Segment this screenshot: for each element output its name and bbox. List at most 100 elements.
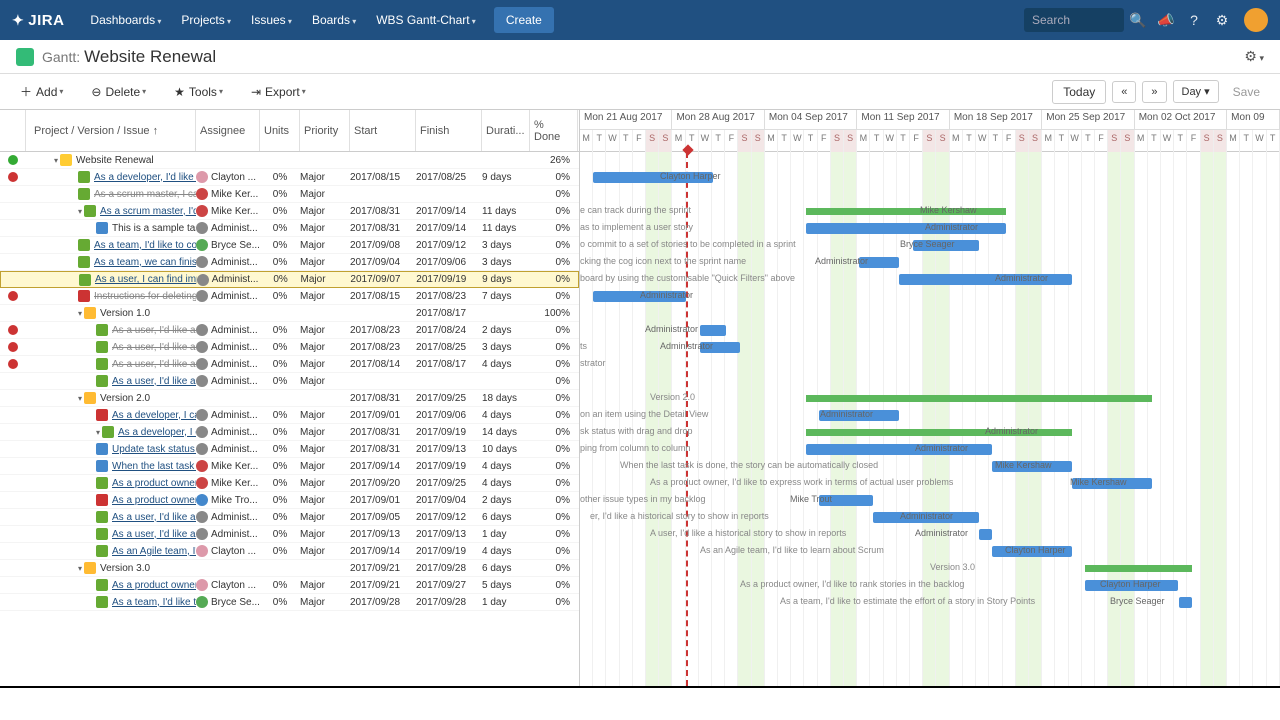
issue-name[interactable]: As a scrum master, I'd like ... [100,206,196,217]
table-row[interactable]: As a team, we can finish t...Administ...… [0,254,579,271]
table-row[interactable]: As a developer, I'd like to ...Clayton .… [0,169,579,186]
table-row[interactable]: Instructions for deleting t...Administ..… [0,288,579,305]
cell-start: 2017/09/21 [350,563,416,574]
issue-name[interactable]: As a product owner, I'... [112,580,196,591]
zoom-select[interactable]: Day ▾ [1173,80,1219,103]
issue-name[interactable]: As a developer, I can u... [118,427,196,438]
table-row[interactable]: ▾Version 2.02017/08/312017/09/2518 days0… [0,390,579,407]
gantt-bar[interactable] [1085,565,1191,572]
col-finish[interactable]: Finish [416,110,482,151]
table-row[interactable]: This is a sample task. T...Administ...0%… [0,220,579,237]
toggle-icon[interactable]: ▾ [78,309,82,318]
table-row[interactable]: As a user, I'd like a hist...Administ...… [0,356,579,373]
help-icon[interactable]: ? [1180,12,1208,28]
gantt-bar[interactable] [1179,597,1192,608]
toggle-icon[interactable]: ▾ [96,428,100,437]
gantt-bar[interactable] [700,325,727,336]
issue-name[interactable]: As a team, I'd like to es... [112,597,196,608]
issue-name[interactable]: As a user, I can find impor... [95,274,197,285]
col-start[interactable]: Start [350,110,416,151]
table-row[interactable]: ▾As a developer, I can u...Administ...0%… [0,424,579,441]
table-row[interactable]: Update task status ...Administ...0%Major… [0,441,579,458]
issue-name[interactable]: As a developer, I'd like to ... [94,172,196,183]
table-row[interactable]: As a product owner, I'...Clayton ...0%Ma… [0,577,579,594]
table-row[interactable]: As a scrum master, I can s...Mike Ker...… [0,186,579,203]
table-row[interactable]: As a developer, I can u...Administ...0%M… [0,407,579,424]
col-assignee[interactable]: Assignee [196,110,260,151]
cell-start: 2017/08/31 [350,427,416,438]
issue-name[interactable]: As an Agile team, I'd li... [112,546,196,557]
table-row[interactable]: ▾Website Renewal26% [0,152,579,169]
issue-name[interactable]: As a developer, I can u... [112,410,196,421]
nav-issues[interactable]: Issues [241,13,302,27]
issue-name[interactable]: When the last task ... [112,461,196,472]
export-button[interactable]: ⇥Export [243,81,314,103]
tools-button[interactable]: ★Tools [166,81,231,103]
toggle-icon[interactable]: ▾ [78,394,82,403]
table-row[interactable]: As a user, I'd like a hist...Administ...… [0,339,579,356]
day-header: S [752,130,765,152]
nav-boards[interactable]: Boards [302,13,366,27]
toggle-icon[interactable]: ▾ [78,564,82,573]
table-row[interactable]: As a product owner, I'...Mike Tro...0%Ma… [0,492,579,509]
nav-projects[interactable]: Projects [171,13,241,27]
col-done[interactable]: % Done [530,110,578,151]
issue-name[interactable]: As a user, I'd like a hist... [112,376,196,387]
day-header: T [804,130,817,152]
feedback-icon[interactable]: 📣 [1152,12,1180,29]
issue-name[interactable]: As a user, I'd like a hist... [112,359,196,370]
issue-name[interactable]: As a user, I'd like a hist... [112,512,196,523]
table-row[interactable]: As a user, I'd like a hist...Administ...… [0,509,579,526]
table-row[interactable]: As a product owner, I'...Mike Ker...0%Ma… [0,475,579,492]
table-row[interactable]: As an Agile team, I'd li...Clayton ...0%… [0,543,579,560]
settings-icon[interactable]: ⚙ [1208,12,1236,29]
add-button[interactable]: ＋Add [12,79,71,104]
issue-name[interactable]: As a team, I'd like to com... [94,240,196,251]
save-button[interactable]: Save [1225,81,1268,103]
search-input[interactable] [1024,8,1124,32]
table-row[interactable]: ▾Version 3.02017/09/212017/09/286 days0% [0,560,579,577]
gantt-bar[interactable] [979,529,992,540]
issue-name[interactable]: As a user, I'd like a hist... [112,529,196,540]
nav-wbs-gantt-chart[interactable]: WBS Gantt-Chart [366,13,486,27]
toggle-icon[interactable]: ▾ [54,156,58,165]
day-header: T [1082,130,1095,152]
table-row[interactable]: As a user, I can find impor...Administ..… [0,271,579,288]
user-avatar[interactable] [1244,8,1268,32]
prev-button[interactable]: « [1112,81,1136,103]
table-row[interactable]: As a user, I'd like a hist...Administ...… [0,322,579,339]
table-row[interactable]: As a user, I'd like a hist...Administ...… [0,526,579,543]
jira-logo[interactable]: JIRA [12,12,64,29]
delete-button[interactable]: ⊖Delete [83,81,154,103]
table-row[interactable]: As a user, I'd like a hist...Administ...… [0,373,579,390]
issue-name[interactable]: As a user, I'd like a hist... [112,325,196,336]
issue-name[interactable]: As a user, I'd like a hist... [112,342,196,353]
nav-dashboards[interactable]: Dashboards [80,13,171,27]
bar-description: As a product owner, I'd like to rank sto… [740,579,964,589]
table-row[interactable]: ▾As a scrum master, I'd like ...Mike Ker… [0,203,579,220]
col-duration[interactable]: Durati... [482,110,530,151]
gantt-body[interactable]: Clayton Harpere can track during the spr… [580,152,1280,686]
gantt-bar[interactable] [806,395,1152,402]
today-button[interactable]: Today [1052,80,1106,104]
issue-name[interactable]: As a team, we can finish t... [94,257,196,268]
page-settings-icon[interactable]: ⚙ [1244,48,1264,65]
col-priority[interactable]: Priority [300,110,350,151]
create-button[interactable]: Create [494,7,554,33]
next-button[interactable]: » [1142,81,1166,103]
table-row[interactable]: As a team, I'd like to es...Bryce Se...0… [0,594,579,611]
issue-name[interactable]: As a product owner, I'... [112,495,196,506]
table-row[interactable]: ▾Version 1.02017/08/17100% [0,305,579,322]
col-name[interactable]: Project / Version / Issue ↑ [26,110,196,151]
search-icon[interactable]: 🔍 [1124,12,1152,29]
table-row[interactable]: When the last task ...Mike Ker...0%Major… [0,458,579,475]
issue-name[interactable]: Update task status ... [112,444,196,455]
col-units[interactable]: Units [260,110,300,151]
cell-units: 0% [260,359,300,370]
table-row[interactable]: As a team, I'd like to com...Bryce Se...… [0,237,579,254]
week-header: Mon 02 Oct 2017 [1135,110,1227,129]
toggle-icon[interactable]: ▾ [78,207,82,216]
issue-name[interactable]: Instructions for deleting t... [94,291,196,302]
issue-name[interactable]: As a scrum master, I can s... [94,189,196,200]
issue-name[interactable]: As a product owner, I'... [112,478,196,489]
